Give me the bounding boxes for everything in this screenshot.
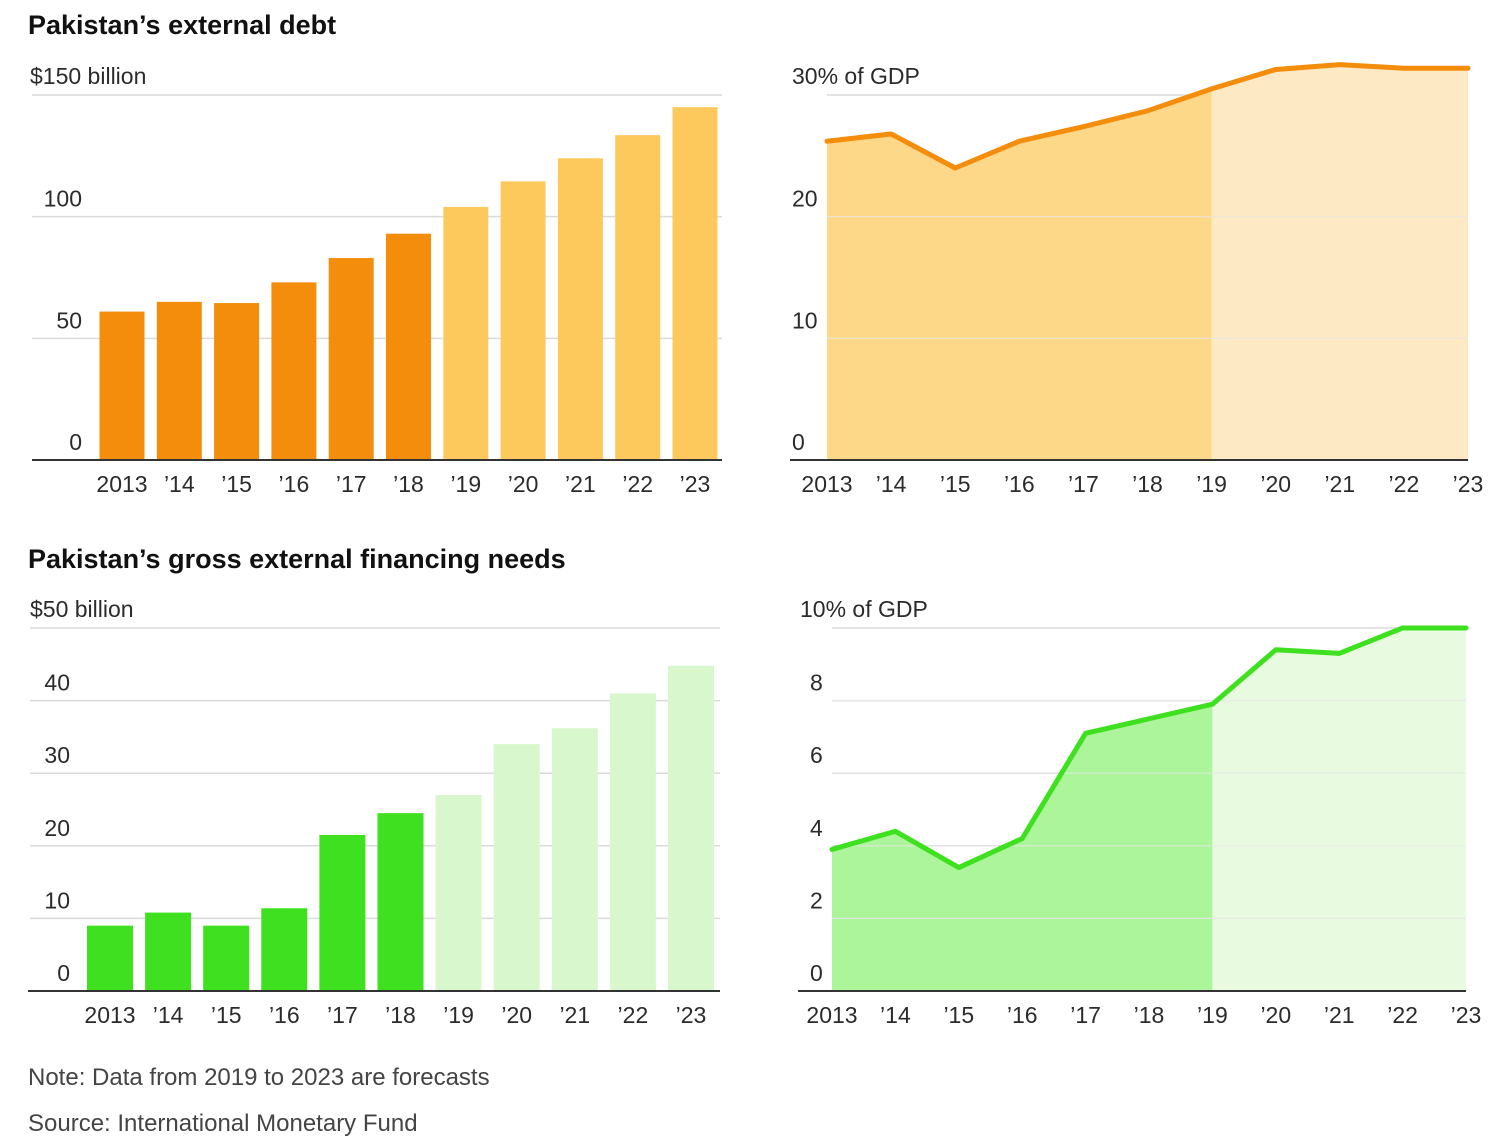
bar	[668, 665, 714, 991]
x-tick-label: ’17	[1068, 471, 1099, 497]
bar	[319, 834, 366, 991]
y-tick-label: 10	[792, 307, 818, 333]
x-tick-label: ’15	[221, 471, 252, 497]
x-tick-label: ’20	[501, 1002, 532, 1028]
y-tick-label: 40	[44, 670, 70, 696]
financing-section-title: Pakistan’s gross external financing need…	[28, 544, 566, 574]
actual-area	[832, 704, 1213, 991]
x-tick-label: ’18	[1134, 1002, 1165, 1028]
x-tick-label: 2013	[801, 471, 852, 497]
bar	[386, 233, 431, 460]
y-tick-label: 20	[44, 815, 70, 841]
y-tick-label: 100	[44, 186, 82, 212]
bar	[87, 925, 133, 991]
source-note: Source: International Monetary Fund	[28, 1110, 418, 1137]
x-tick-label: ’14	[880, 1002, 911, 1028]
x-tick-label: ’21	[1324, 471, 1355, 497]
bar	[203, 925, 250, 991]
bar	[435, 794, 482, 991]
x-tick-label: ’21	[559, 1002, 590, 1028]
bar	[156, 301, 202, 460]
x-tick-label: ’19	[443, 1002, 474, 1028]
x-tick-label: ’16	[269, 1002, 300, 1028]
bar	[214, 303, 260, 460]
forecast-area	[1211, 64, 1468, 460]
y-tick-label: 2	[810, 887, 823, 913]
x-tick-label: ’18	[393, 471, 424, 497]
x-tick-label: ’18	[385, 1002, 416, 1028]
bar	[328, 258, 374, 460]
x-tick-label: ’16	[279, 471, 310, 497]
bar	[500, 181, 546, 460]
x-tick-label: ’17	[1070, 1002, 1101, 1028]
x-tick-label: ’22	[622, 471, 653, 497]
bar	[145, 912, 192, 991]
x-tick-label: 2013	[806, 1002, 857, 1028]
financing-needs-gdp-area-chart: 0 2 4 6 8 10% of GDP 2013 ’14 ’15 ’16 ’17 ’18 ’19 ’20…	[798, 596, 1482, 1028]
x-tick-label: ’20	[508, 471, 539, 497]
external-debt-bar-chart: 0 50 100 $150 billion 2013 ’14 ’15 ’16 ’17 ’18 ’19…	[30, 63, 722, 497]
y-tick-label: $150 billion	[30, 63, 146, 89]
y-tick-label: 20	[792, 186, 818, 212]
x-tick-label: ’16	[1004, 471, 1035, 497]
actual-area	[827, 88, 1212, 460]
x-tick-label: ’18	[1132, 471, 1163, 497]
y-tick-label: 6	[810, 742, 823, 768]
x-tick-label: ’16	[1007, 1002, 1038, 1028]
y-tick-label: 0	[810, 960, 823, 986]
x-tick-label: ’14	[876, 471, 907, 497]
y-tick-label: 30	[44, 742, 70, 768]
x-tick-label: ’15	[211, 1002, 242, 1028]
y-tick-label: 30% of GDP	[792, 63, 920, 89]
bar	[551, 728, 598, 991]
y-tick-label: 8	[810, 670, 823, 696]
forecast-area	[1212, 628, 1466, 991]
financing-needs-bar-chart: 0 10 20 30 40 $50 billion 2013 ’14 ’15 ’16 ’17 ’18 ’…	[28, 596, 720, 1028]
bar	[672, 107, 718, 460]
y-tick-label: 0	[69, 429, 82, 455]
bar	[443, 206, 489, 460]
x-tick-label: ’19	[450, 471, 481, 497]
external-debt-gdp-area-chart: 0 10 20 30% of GDP 2013 ’14 ’15 ’16 ’17 ’18 ’19 ’20…	[790, 62, 1484, 497]
x-tick-label: ’22	[618, 1002, 649, 1028]
x-tick-label: ’23	[680, 471, 711, 497]
x-tick-label: ’22	[1387, 1002, 1418, 1028]
bar	[271, 282, 317, 460]
x-tick-label: ’21	[565, 471, 596, 497]
bar	[557, 158, 603, 460]
x-tick-label: 2013	[84, 1002, 135, 1028]
x-tick-label: ’23	[1453, 471, 1484, 497]
x-tick-label: ’20	[1260, 1002, 1291, 1028]
y-tick-label: 0	[792, 429, 805, 455]
x-tick-label: ’17	[327, 1002, 358, 1028]
x-tick-label: ’15	[940, 471, 971, 497]
x-tick-label: 2013	[96, 471, 147, 497]
y-tick-label: 4	[810, 815, 823, 841]
debt-section-title: Pakistan’s external debt	[28, 10, 337, 40]
x-tick-label: ’19	[1196, 471, 1227, 497]
x-tick-label: ’22	[1389, 471, 1420, 497]
x-tick-label: ’23	[676, 1002, 707, 1028]
x-tick-label: ’17	[336, 471, 367, 497]
y-tick-label: 10% of GDP	[800, 596, 928, 622]
bar	[261, 908, 308, 991]
bar	[377, 813, 424, 991]
forecast-note: Note: Data from 2019 to 2023 are forecas…	[28, 1064, 490, 1091]
x-tick-label: ’21	[1324, 1002, 1355, 1028]
x-tick-label: ’14	[153, 1002, 184, 1028]
bar	[615, 135, 661, 460]
x-tick-label: ’20	[1260, 471, 1291, 497]
x-tick-label: ’23	[1451, 1002, 1482, 1028]
y-tick-label: 0	[57, 960, 70, 986]
bar	[609, 693, 656, 991]
bar	[493, 744, 540, 991]
x-tick-label: ’15	[943, 1002, 974, 1028]
y-tick-label: 50	[56, 307, 82, 333]
y-tick-label: $50 billion	[30, 596, 134, 622]
bar	[99, 311, 145, 460]
x-tick-label: ’19	[1197, 1002, 1228, 1028]
x-tick-label: ’14	[164, 471, 195, 497]
y-tick-label: 10	[44, 887, 70, 913]
